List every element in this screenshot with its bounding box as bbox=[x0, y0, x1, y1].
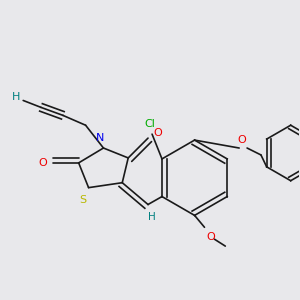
Text: S: S bbox=[79, 194, 86, 205]
Text: O: O bbox=[206, 232, 215, 242]
Text: O: O bbox=[39, 158, 47, 168]
Text: O: O bbox=[154, 128, 162, 138]
Text: Cl: Cl bbox=[145, 119, 155, 129]
Text: O: O bbox=[238, 135, 247, 145]
Text: H: H bbox=[12, 92, 20, 103]
Text: N: N bbox=[96, 133, 105, 143]
Text: H: H bbox=[148, 212, 156, 222]
